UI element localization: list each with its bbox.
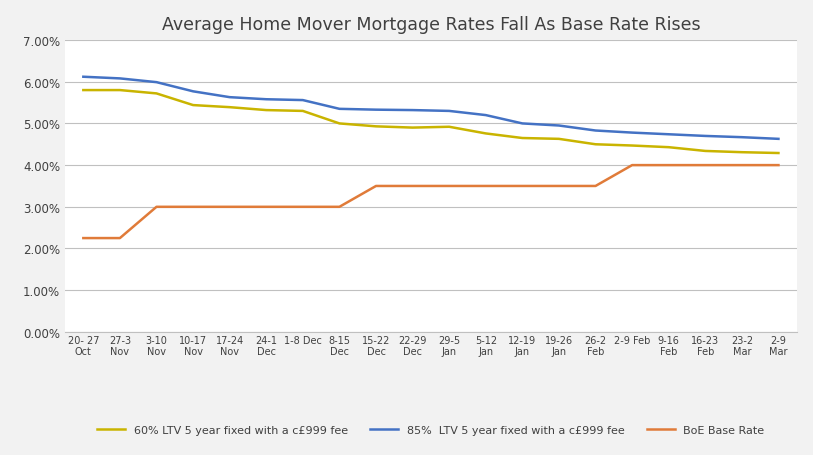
85%  LTV 5 year fixed with a c£999 fee [298, 98, 308, 104]
85%  LTV 5 year fixed with a c£999 fee [189, 89, 198, 95]
BoE Base Rate [151, 205, 161, 210]
Line: 85%  LTV 5 year fixed with a c£999 fee: 85% LTV 5 year fixed with a c£999 fee [83, 77, 779, 140]
85%  LTV 5 year fixed with a c£999 fee [590, 128, 600, 134]
60% LTV 5 year fixed with a c£999 fee [445, 125, 454, 130]
60% LTV 5 year fixed with a c£999 fee [554, 137, 564, 142]
BoE Base Rate [334, 205, 344, 210]
BoE Base Rate [737, 163, 747, 168]
85%  LTV 5 year fixed with a c£999 fee [262, 97, 272, 103]
60% LTV 5 year fixed with a c£999 fee [78, 88, 88, 94]
60% LTV 5 year fixed with a c£999 fee [701, 149, 711, 154]
85%  LTV 5 year fixed with a c£999 fee [663, 132, 673, 138]
60% LTV 5 year fixed with a c£999 fee [663, 145, 673, 151]
BoE Base Rate [115, 236, 125, 241]
BoE Base Rate [554, 184, 564, 189]
BoE Base Rate [224, 205, 235, 210]
85%  LTV 5 year fixed with a c£999 fee [115, 76, 125, 82]
85%  LTV 5 year fixed with a c£999 fee [480, 113, 490, 119]
Line: 60% LTV 5 year fixed with a c£999 fee: 60% LTV 5 year fixed with a c£999 fee [83, 91, 779, 154]
85%  LTV 5 year fixed with a c£999 fee [224, 95, 235, 101]
85%  LTV 5 year fixed with a c£999 fee [517, 121, 527, 127]
BoE Base Rate [774, 163, 784, 168]
85%  LTV 5 year fixed with a c£999 fee [78, 75, 88, 80]
85%  LTV 5 year fixed with a c£999 fee [151, 80, 161, 86]
60% LTV 5 year fixed with a c£999 fee [737, 150, 747, 156]
BoE Base Rate [78, 236, 88, 241]
85%  LTV 5 year fixed with a c£999 fee [701, 134, 711, 139]
85%  LTV 5 year fixed with a c£999 fee [737, 135, 747, 141]
60% LTV 5 year fixed with a c£999 fee [408, 126, 418, 131]
60% LTV 5 year fixed with a c£999 fee [189, 103, 198, 109]
85%  LTV 5 year fixed with a c£999 fee [334, 107, 344, 112]
85%  LTV 5 year fixed with a c£999 fee [371, 108, 380, 113]
60% LTV 5 year fixed with a c£999 fee [371, 124, 380, 130]
BoE Base Rate [298, 205, 308, 210]
Line: BoE Base Rate: BoE Base Rate [83, 166, 779, 238]
60% LTV 5 year fixed with a c£999 fee [298, 109, 308, 114]
BoE Base Rate [408, 184, 418, 189]
60% LTV 5 year fixed with a c£999 fee [224, 105, 235, 111]
BoE Base Rate [590, 184, 600, 189]
85%  LTV 5 year fixed with a c£999 fee [774, 137, 784, 142]
60% LTV 5 year fixed with a c£999 fee [628, 143, 637, 149]
85%  LTV 5 year fixed with a c£999 fee [445, 109, 454, 114]
85%  LTV 5 year fixed with a c£999 fee [554, 123, 564, 129]
BoE Base Rate [371, 184, 380, 189]
60% LTV 5 year fixed with a c£999 fee [480, 131, 490, 137]
60% LTV 5 year fixed with a c£999 fee [151, 91, 161, 97]
60% LTV 5 year fixed with a c£999 fee [590, 142, 600, 148]
BoE Base Rate [480, 184, 490, 189]
85%  LTV 5 year fixed with a c£999 fee [628, 131, 637, 136]
BoE Base Rate [445, 184, 454, 189]
BoE Base Rate [517, 184, 527, 189]
60% LTV 5 year fixed with a c£999 fee [774, 151, 784, 157]
BoE Base Rate [189, 205, 198, 210]
85%  LTV 5 year fixed with a c£999 fee [408, 108, 418, 114]
60% LTV 5 year fixed with a c£999 fee [262, 108, 272, 114]
Title: Average Home Mover Mortgage Rates Fall As Base Rate Rises: Average Home Mover Mortgage Rates Fall A… [162, 16, 700, 34]
BoE Base Rate [701, 163, 711, 168]
Legend: 60% LTV 5 year fixed with a c£999 fee, 85%  LTV 5 year fixed with a c£999 fee, B: 60% LTV 5 year fixed with a c£999 fee, 8… [92, 419, 770, 440]
BoE Base Rate [628, 163, 637, 168]
60% LTV 5 year fixed with a c£999 fee [517, 136, 527, 142]
60% LTV 5 year fixed with a c£999 fee [334, 121, 344, 127]
60% LTV 5 year fixed with a c£999 fee [115, 88, 125, 94]
BoE Base Rate [663, 163, 673, 168]
BoE Base Rate [262, 205, 272, 210]
